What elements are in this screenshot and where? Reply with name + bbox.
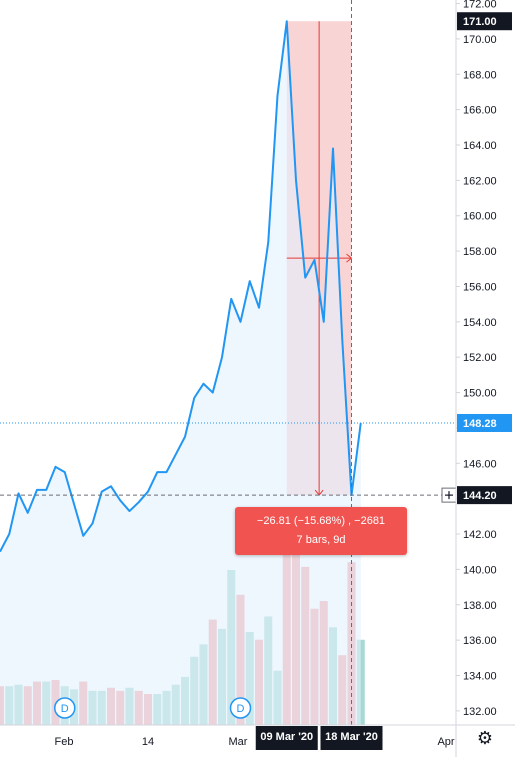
last-price-label-bg [457,413,512,432]
price-tick-label: 138.00 [463,600,497,612]
measure-vertical-arrowhead [314,489,324,496]
dividend-marker: D [54,697,76,719]
crosshair-plus-handle [441,487,457,503]
price-tick-label: 164.00 [463,140,497,152]
high-price-label-bg [457,12,512,31]
price-tick-label: 146.00 [463,458,497,470]
dividend-marker-circle [229,697,252,719]
measure-tooltip: −26.81 (−15.68%) , −2681 7 bars, 9d [235,507,407,555]
time-tick-label: Apr [437,736,454,748]
price-tick-label: 156.00 [463,281,497,293]
price-line [0,20,362,553]
measure-end-date-label: 18 Mar '20 [320,726,383,750]
price-tick-label: 152.00 [463,352,497,364]
crosshair-price-label: 144.20 [457,486,512,505]
measure-change-text: −26.81 (−15.68%) , −2681 [256,515,386,527]
price-tick-label: 132.00 [463,706,497,718]
price-tick-label: 150.00 [463,388,497,400]
measure-start-date-label: 09 Mar '20 [255,726,318,750]
time-tick-label: Feb [55,736,74,748]
measure-end-date-label-bg [320,726,383,750]
dividend-marker-circle [54,697,76,719]
price-tick-label: 166.00 [463,105,497,117]
measure-start-date-label-text: 09 Mar '20 [260,731,313,743]
price-tick-label: 160.00 [463,211,497,223]
time-tick-label: Mar [229,736,248,748]
high-price-label-text: 171.00 [463,16,497,28]
price-tick-label: 170.00 [463,34,497,46]
price-tick-label: 172.00 [463,0,497,11]
dividend-marker: D [229,697,252,719]
crosshair-price-label-bg [457,486,512,505]
dividend-marker-label: D [237,703,245,715]
last-price-label-text: 148.28 [463,418,497,430]
last-price-label: 148.28 [457,413,512,432]
price-axis-area [456,0,515,757]
high-price-label: 171.00 [457,12,512,31]
crosshair-price-label-text: 144.20 [463,490,497,502]
price-tick-label: 162.00 [463,175,497,187]
measure-end-date-label-text: 18 Mar '20 [325,731,378,743]
price-tick-label: 154.00 [463,317,497,329]
measure-range-text: 7 bars, 9d [296,534,346,546]
gear-icon[interactable]: ⚙ [476,728,494,749]
price-tick-label: 136.00 [463,635,497,647]
measure-start-date-label-bg [255,726,318,750]
price-tick-label: 140.00 [463,564,497,576]
price-tick-label: 142.00 [463,529,497,541]
price-tick-label: 134.00 [463,670,497,682]
price-tick-label: 168.00 [463,69,497,81]
time-tick-label: 14 [142,736,154,748]
measure-horizontal-arrowhead [346,253,353,263]
dividend-marker-label: D [61,703,69,715]
price-tick-label: 158.00 [463,246,497,258]
